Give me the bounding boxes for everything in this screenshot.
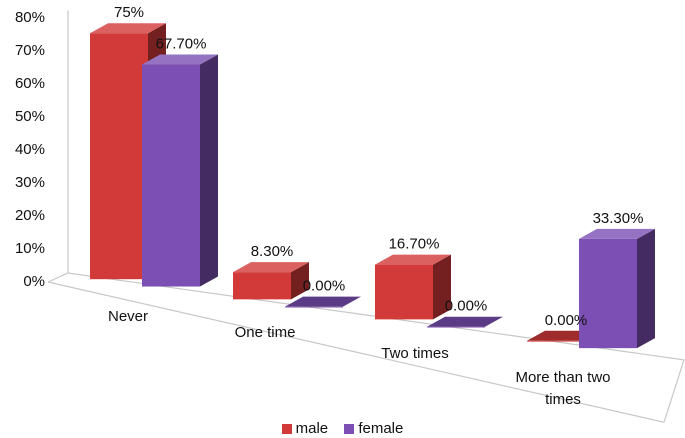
- bar-male-1-side: [291, 262, 309, 300]
- bar-male-1: [233, 272, 291, 300]
- data-label-male-2: 16.70%: [389, 236, 440, 253]
- bar-female-0-top: [142, 54, 218, 65]
- bar-male-1-top: [233, 262, 309, 273]
- floor-front-edge: [47, 281, 665, 423]
- bar-female-3-side: [637, 228, 655, 349]
- legend-swatch-male: [281, 423, 292, 434]
- y-tick-label: 30%: [15, 174, 45, 191]
- legend-label-female: female: [358, 420, 404, 437]
- legend-swatch-female: [344, 423, 355, 434]
- bar-female-1-top: [285, 296, 361, 307]
- legend-item-male: male: [281, 420, 329, 437]
- y-tick-label: 60%: [15, 75, 45, 92]
- bar-male-2-side: [433, 254, 451, 320]
- bar-female-0: [142, 64, 200, 287]
- legend-label-male: male: [295, 420, 329, 437]
- bar-male-0-top: [90, 23, 166, 34]
- bar-male-0: [90, 33, 148, 280]
- data-label-female-1: 0.00%: [303, 278, 346, 295]
- y-tick-label: 50%: [15, 108, 45, 125]
- bar-female-3-top: [579, 228, 655, 239]
- y-tick-label: 10%: [15, 240, 45, 257]
- bar-female-1: [285, 306, 343, 308]
- bar-female-3: [579, 238, 637, 349]
- data-label-female-0: 67.70%: [156, 35, 207, 52]
- data-label-female-2: 0.00%: [445, 298, 488, 315]
- data-label-male-1: 8.30%: [251, 243, 294, 260]
- x-tick-label: One time: [235, 324, 296, 341]
- y-tick-label: 0%: [23, 273, 45, 290]
- y-tick-label: 70%: [15, 42, 45, 59]
- bar-female-2-top: [427, 316, 503, 327]
- x-tick-label: Never: [108, 308, 148, 325]
- y-tick-label: 20%: [15, 207, 45, 224]
- bar-female-2: [427, 326, 485, 328]
- legend: male female: [0, 420, 685, 438]
- bar-male-2-top: [375, 254, 451, 265]
- data-label-male-3: 0.00%: [545, 312, 588, 329]
- bar-male-2: [375, 264, 433, 320]
- legend-item-female: female: [344, 420, 403, 437]
- x-tick-label: More than two: [515, 369, 610, 386]
- x-tick-label: Two times: [381, 345, 449, 362]
- data-label-female-3: 33.30%: [593, 210, 644, 227]
- y-tick-label: 40%: [15, 141, 45, 158]
- bar-male-3: [527, 340, 585, 342]
- y-tick-label: 80%: [15, 9, 45, 26]
- data-label-male-0: 75%: [114, 4, 144, 21]
- x-tick-label: times: [545, 391, 581, 408]
- bar-female-0-side: [200, 54, 218, 287]
